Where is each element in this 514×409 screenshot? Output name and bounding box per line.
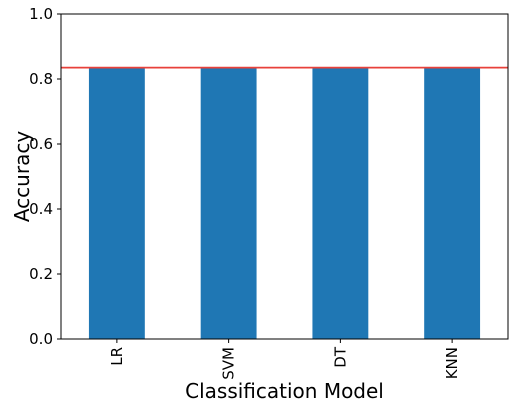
y-tick-label: 1.0 xyxy=(29,5,53,23)
bar-knn xyxy=(424,67,481,339)
y-tick-label: 0.4 xyxy=(29,200,53,218)
bar-lr xyxy=(88,67,145,339)
x-axis-label: Classification Model xyxy=(185,379,384,403)
y-tick-label: 0.0 xyxy=(29,330,53,348)
x-tick-label: LR xyxy=(108,347,126,366)
bars-group xyxy=(88,67,481,339)
x-axis-ticks: LR SVM DT KNN xyxy=(108,339,461,380)
x-tick-label: KNN xyxy=(443,347,461,379)
y-tick-label: 0.8 xyxy=(29,70,53,88)
plot-frame xyxy=(60,13,509,340)
y-axis-label: Accuracy xyxy=(10,131,34,222)
y-axis-ticks: 0.0 0.2 0.4 0.6 0.8 1.0 xyxy=(29,5,61,348)
x-tick-label: DT xyxy=(331,346,349,368)
y-tick-label: 0.6 xyxy=(29,135,53,153)
y-tick-label: 0.2 xyxy=(29,265,53,283)
bar-dt xyxy=(312,67,369,339)
x-tick-label: SVM xyxy=(220,347,238,380)
bar-svm xyxy=(200,67,257,339)
